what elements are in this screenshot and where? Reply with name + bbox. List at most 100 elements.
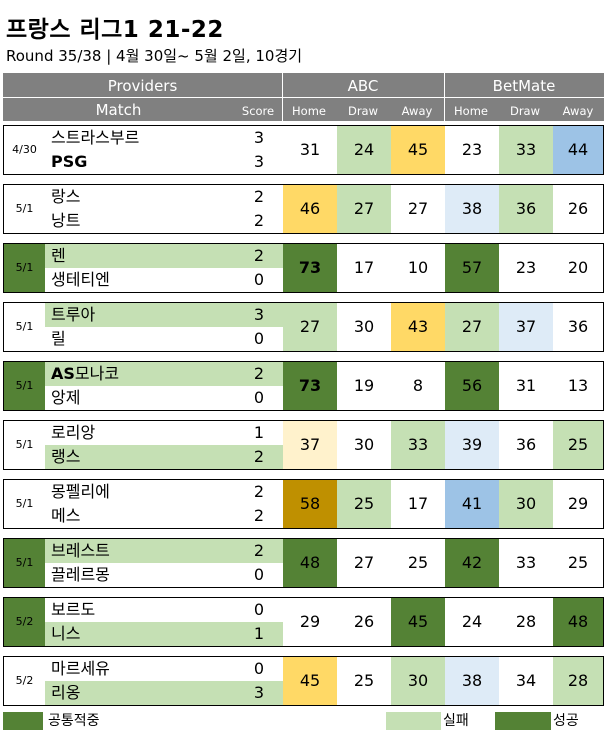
- abc-away-value: 45: [391, 126, 445, 174]
- away-team-name: 랭스: [45, 445, 235, 469]
- betmate-draw-value: 33: [515, 553, 537, 572]
- match-date: 5/1: [15, 202, 34, 215]
- home-team-name: AS모나코: [45, 362, 235, 386]
- betmate-away-value: 26: [567, 199, 589, 218]
- home-team-name: 브레스트: [45, 539, 235, 563]
- header-abc-draw: Draw: [347, 104, 379, 118]
- home-team-score: 3: [253, 128, 265, 147]
- abc-draw-value: 19: [353, 376, 375, 395]
- away-team-score: 0: [253, 388, 265, 407]
- betmate-home-value: 56: [445, 362, 499, 410]
- abc-draw-value: 26: [353, 612, 375, 631]
- away-team-score: 2: [235, 445, 283, 469]
- header-abc-home: Home: [292, 104, 326, 118]
- home-team-name: 트루아: [45, 303, 235, 327]
- abc-draw-value: 27: [337, 185, 391, 233]
- away-team-score: 0: [253, 329, 265, 348]
- home-team-name: 보르도: [51, 600, 96, 619]
- page-subtitle: Round 35/38 | 4월 30일~ 5월 2일, 10경기: [6, 47, 303, 65]
- abc-home-value: 73: [283, 362, 337, 410]
- abc-away-value: 25: [407, 553, 429, 572]
- betmate-home-value: 24: [461, 612, 483, 631]
- legend-common-label: 공통적중: [48, 713, 100, 729]
- abc-draw-value: 25: [337, 480, 391, 528]
- betmate-draw-value: 31: [515, 376, 537, 395]
- abc-home-value: 58: [283, 480, 337, 528]
- home-team-score: 2: [235, 539, 283, 563]
- header-abc: ABC: [347, 77, 379, 95]
- home-team-score: 0: [253, 659, 265, 678]
- abc-away-value: 17: [407, 494, 429, 513]
- home-team-score: 3: [235, 303, 283, 327]
- away-team-score: 2: [253, 506, 265, 525]
- home-team-name: 로리앙: [51, 423, 96, 442]
- away-team-name: 리옹: [45, 681, 235, 705]
- abc-away-value: 10: [407, 258, 429, 277]
- match-row: 5/1 렌 2 생테티엔 0 73 17 10 57 23 20: [3, 243, 604, 293]
- betmate-home-value: 38: [445, 657, 499, 705]
- abc-home-value: 48: [283, 539, 337, 587]
- betmate-home-value: 38: [445, 185, 499, 233]
- home-team-name: 렌: [45, 244, 235, 268]
- away-team-score: 1: [235, 622, 283, 646]
- header-match: Match: [95, 101, 142, 119]
- header-bm-home: Home: [454, 104, 488, 118]
- header-bm-away: Away: [562, 104, 594, 118]
- match-date: 5/2: [4, 598, 45, 646]
- legend-fail-label: 실패: [443, 713, 469, 729]
- abc-away-value: 33: [391, 421, 445, 469]
- home-team-score: 2: [235, 244, 283, 268]
- header-score: Score: [241, 104, 275, 118]
- legend: 공통적중 실패 성공: [3, 712, 604, 730]
- match-date: 5/2: [15, 674, 34, 687]
- betmate-home-value: 57: [445, 244, 499, 292]
- home-team-score: 1: [253, 423, 265, 442]
- betmate-draw-value: 28: [515, 612, 537, 631]
- abc-home-value: 46: [283, 185, 337, 233]
- betmate-draw-value: 36: [515, 435, 537, 454]
- match-date: 5/1: [4, 539, 45, 587]
- table-header: Providers ABC BetMate Match Score Home D…: [3, 73, 604, 121]
- abc-away-value: 30: [391, 657, 445, 705]
- match-row: 5/1 랑스 2 낭트 2 46 27 27 38 36 26: [3, 184, 604, 234]
- page-title: 프랑스 리그1 21-22: [6, 17, 224, 43]
- match-date: 5/1: [4, 362, 45, 410]
- betmate-draw-value: 34: [515, 671, 537, 690]
- away-team-name: 릴: [51, 329, 66, 348]
- home-team-name: 몽펠리에: [51, 482, 110, 501]
- match-date: 5/1: [15, 320, 34, 333]
- header-bm-draw: Draw: [509, 104, 541, 118]
- home-team-score: 2: [235, 362, 283, 386]
- betmate-home-value: 39: [445, 421, 499, 469]
- betmate-home-value: 23: [461, 140, 483, 159]
- home-team-name: 스트라스부르: [51, 128, 140, 147]
- betmate-draw-value: 36: [499, 185, 553, 233]
- betmate-away-value: 44: [553, 126, 603, 174]
- match-row: 5/1 로리앙 1 랭스 2 37 30 33 39 36 25: [3, 420, 604, 470]
- header-sep: [282, 73, 283, 121]
- match-date: 5/1: [15, 438, 34, 451]
- away-team-score: 3: [235, 681, 283, 705]
- abc-draw-value: 27: [353, 553, 375, 572]
- away-team-name: 생테티엔: [51, 270, 110, 289]
- match-date: 5/1: [15, 497, 34, 510]
- away-team-name: 앙제: [51, 388, 81, 407]
- betmate-away-value: 13: [567, 376, 589, 395]
- abc-away-value: 45: [391, 598, 445, 646]
- abc-draw-value: 30: [353, 317, 375, 336]
- legend-common-swatch: [3, 712, 43, 730]
- legend-success-swatch: [495, 712, 551, 730]
- abc-home-value: 31: [299, 140, 321, 159]
- home-team-name: 마르세유: [51, 659, 110, 678]
- header-divider: [3, 97, 604, 98]
- away-team-name: 낭트: [51, 211, 81, 230]
- away-team-score: 0: [253, 565, 265, 584]
- away-team-name: 메스: [51, 506, 81, 525]
- header-providers: Providers: [107, 77, 178, 95]
- abc-away-value: 8: [412, 376, 424, 395]
- abc-draw-value: 17: [353, 258, 375, 277]
- betmate-draw-value: 37: [499, 303, 553, 351]
- header-betmate: BetMate: [492, 77, 556, 95]
- home-team-score: 2: [253, 482, 265, 501]
- match-date: 4/30: [12, 143, 37, 156]
